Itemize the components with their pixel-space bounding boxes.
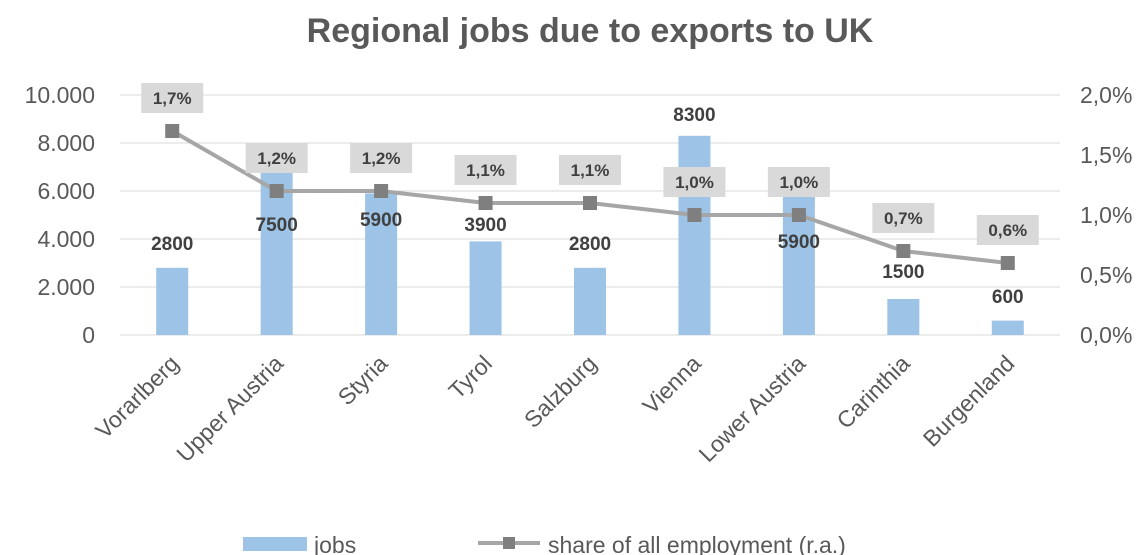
line-value-label: 1,1%	[466, 161, 505, 180]
right-tick-label: 1,0%	[1080, 202, 1132, 228]
line-label-box	[454, 155, 517, 185]
line-point	[896, 244, 911, 258]
line-value-label: 1,2%	[257, 149, 296, 168]
bar-value-label: 1500	[882, 262, 924, 283]
line-point	[165, 124, 180, 138]
left-tick-label: 0	[82, 322, 95, 348]
line-label-box	[559, 155, 621, 185]
line-value-label: 1,7%	[153, 89, 192, 108]
line-value-label: 0,6%	[988, 221, 1027, 240]
category-label: Burgenland	[918, 350, 1020, 452]
category-label: Styria	[333, 350, 393, 410]
left-tick-label: 6.000	[37, 178, 95, 204]
left-tick-label: 8.000	[37, 130, 95, 156]
line-label-box	[872, 203, 935, 233]
bar-value-label: 7500	[256, 215, 298, 236]
bar-value-label: 600	[992, 287, 1024, 308]
bar	[574, 267, 606, 335]
line-point	[583, 196, 597, 210]
category-label: Vorarlberg	[90, 350, 183, 443]
line-label-box	[350, 143, 413, 173]
line-label-box	[245, 143, 308, 173]
bar-labels: 2800 7500 5900 3900 2800 8300 5900 1500 600	[151, 105, 1024, 308]
line-point	[374, 184, 389, 198]
chart-title: Regional jobs due to exports to UK	[307, 12, 874, 50]
bar	[469, 241, 502, 335]
bar-value-label: 5900	[360, 210, 402, 231]
line-value-label: 1,2%	[362, 149, 401, 168]
left-axis: 0 2.000 4.000 6.000 8.000 10.000	[25, 82, 95, 348]
line-point	[791, 208, 806, 222]
right-tick-label: 2,0%	[1080, 82, 1132, 108]
right-tick-label: 1,5%	[1080, 142, 1132, 168]
line-labels: 1,7% 1,2% 1,2% 1,1% 1,1% 1,0% 1,0% 0,7% 0,6%	[141, 83, 1039, 245]
line-value-label: 1,1%	[571, 161, 610, 180]
left-tick-label: 10.000	[25, 82, 95, 108]
line-point	[687, 208, 702, 222]
bar	[991, 320, 1024, 335]
bar	[156, 267, 189, 335]
right-tick-label: 0,0%	[1080, 322, 1132, 348]
legend-share-marker	[503, 537, 515, 549]
line-label-box	[663, 167, 726, 197]
category-label: Carinthia	[831, 350, 915, 434]
bar-value-label: 2800	[569, 234, 611, 255]
left-tick-label: 2.000	[37, 274, 95, 300]
legend-share-label: share of all employment (r.a.)	[548, 532, 846, 555]
bar	[365, 193, 398, 335]
line-point	[269, 184, 284, 198]
line-label-box	[976, 215, 1039, 245]
category-label: Vienna	[637, 350, 706, 419]
right-tick-label: 0,5%	[1080, 262, 1132, 288]
line-label-box	[141, 83, 204, 113]
line-point	[1000, 256, 1015, 270]
line-value-label: 1,0%	[780, 173, 819, 192]
right-axis: 0,0% 0,5% 1,0% 1,5% 2,0%	[1080, 82, 1132, 348]
legend: jobs share of all employment (r.a.)	[243, 532, 846, 555]
bar-value-label: 5900	[778, 232, 820, 253]
line-value-label: 0,7%	[884, 209, 923, 228]
legend-jobs-label: jobs	[313, 532, 356, 555]
bar	[887, 299, 920, 335]
bar	[678, 135, 711, 335]
category-label: Salzburg	[519, 350, 602, 433]
line-label-box	[767, 167, 830, 197]
legend-jobs-swatch	[243, 537, 307, 551]
line-series	[165, 124, 1015, 270]
bar-value-label: 3900	[464, 215, 506, 236]
line-point	[478, 196, 493, 210]
category-label: Lower Austria	[693, 350, 810, 467]
category-label: Upper Austria	[171, 350, 288, 467]
category-label: Tyrol	[443, 350, 497, 404]
bar-value-label: 8300	[673, 105, 715, 126]
bar	[260, 155, 293, 335]
line-value-label: 1,0%	[675, 173, 714, 192]
left-tick-label: 4.000	[37, 226, 95, 252]
bar-value-label: 2800	[151, 234, 193, 255]
